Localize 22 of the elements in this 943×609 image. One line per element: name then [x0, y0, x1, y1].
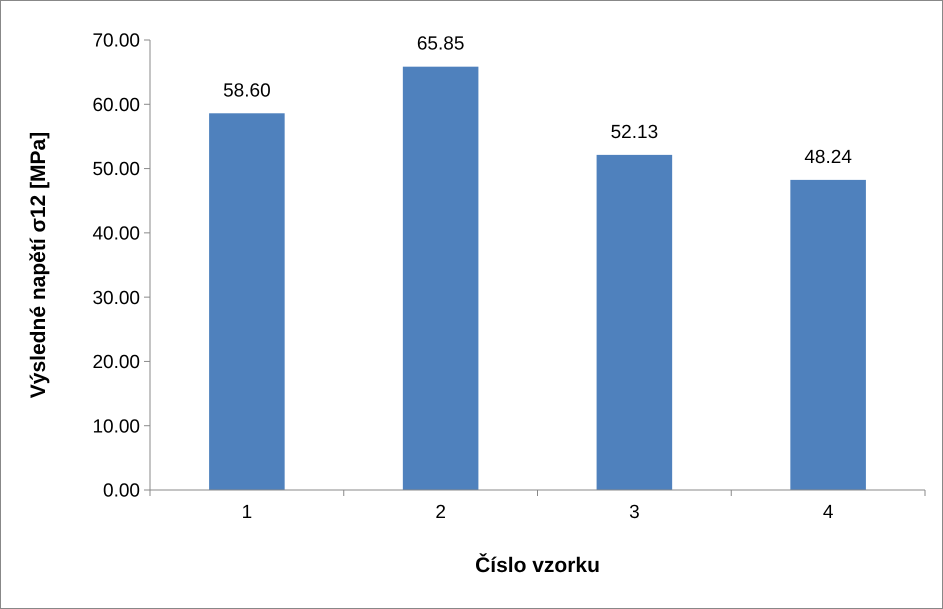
- data-label: 58.60: [223, 80, 271, 102]
- y-tick-label: 0.00: [103, 480, 140, 502]
- bar: [790, 180, 866, 490]
- y-tick-label: 30.00: [92, 288, 140, 309]
- x-tick-label: 1: [242, 502, 252, 523]
- x-tick-label: 2: [435, 502, 446, 523]
- y-tick-label: 10.00: [92, 416, 140, 438]
- x-tick-label: 3: [629, 502, 640, 523]
- bar: [596, 154, 672, 490]
- x-tick-label: 4: [822, 502, 834, 523]
- y-axis-title: Výsledné napětí σ12 [MPa]: [27, 132, 50, 398]
- bar: [402, 66, 478, 490]
- data-label: 48.24: [804, 146, 852, 168]
- data-label: 52.13: [610, 122, 658, 143]
- bar: [209, 113, 285, 490]
- y-tick-label: 40.00: [92, 224, 140, 245]
- y-tick-label: 50.00: [92, 159, 140, 180]
- x-axis-title: Číslo vzorku: [475, 553, 600, 577]
- y-tick-label: 60.00: [92, 94, 140, 116]
- y-tick-label: 20.00: [92, 352, 140, 374]
- y-tick-label: 70.00: [92, 30, 140, 52]
- data-label: 65.85: [416, 34, 464, 55]
